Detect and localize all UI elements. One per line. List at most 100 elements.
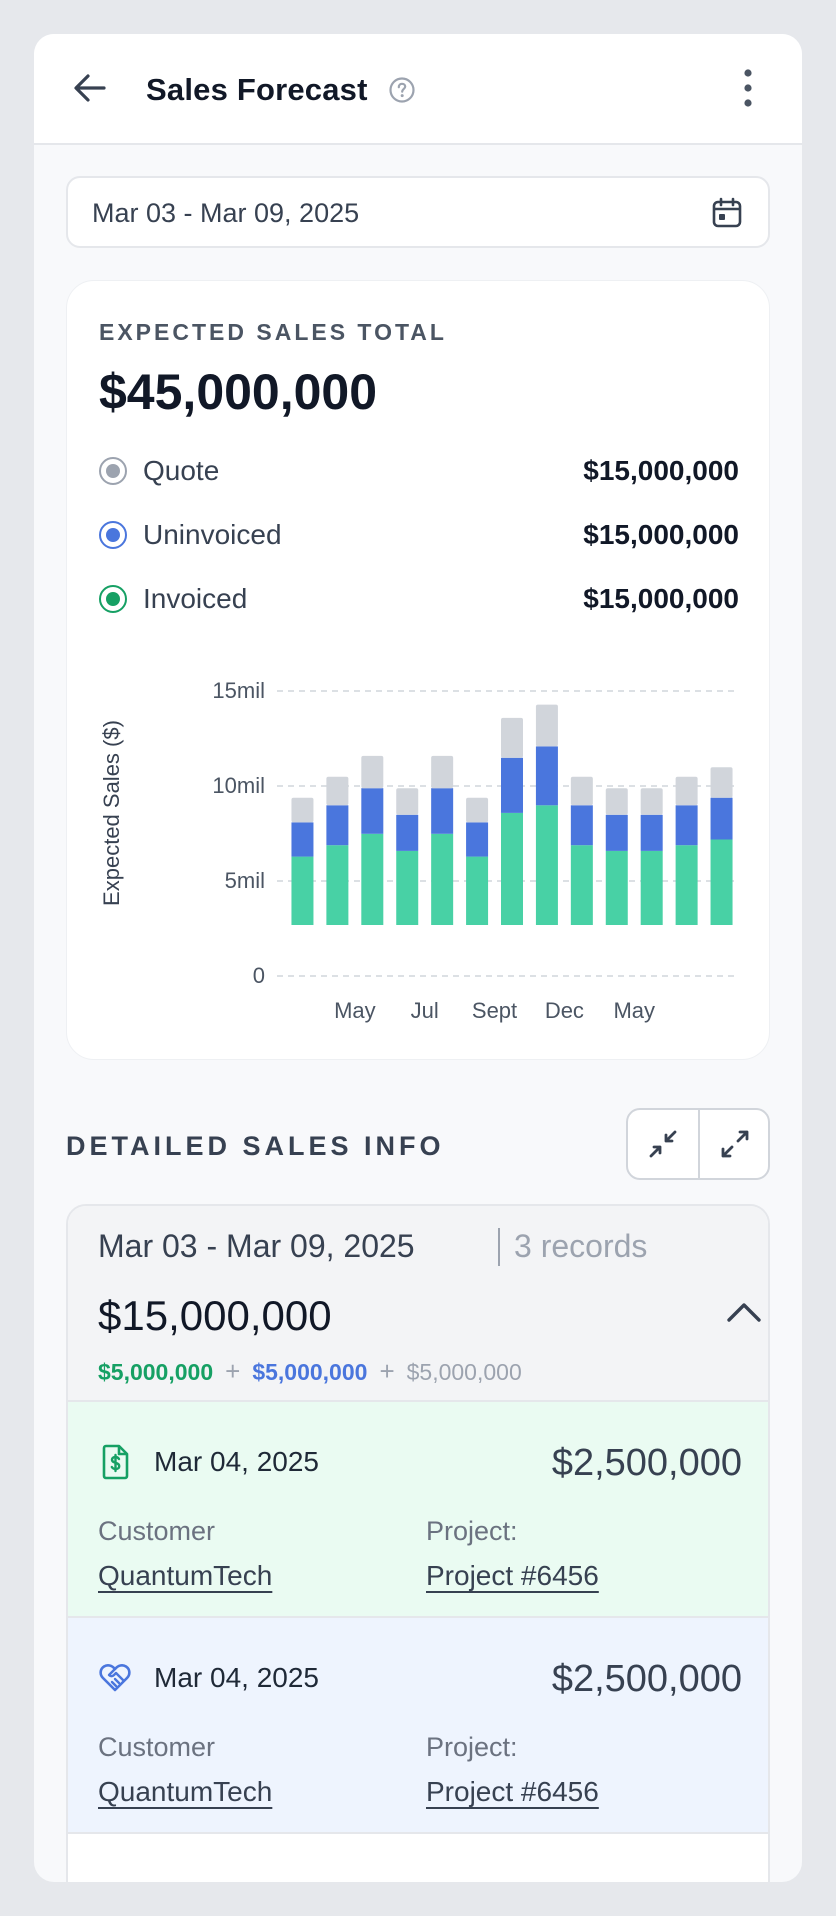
bar-invoiced-2[interactable] (361, 833, 384, 925)
legend-row-uninvoiced: Uninvoiced $15,000,000 (99, 519, 739, 555)
bar-quote-6[interactable] (501, 717, 523, 758)
bar-invoiced-6[interactable] (501, 812, 523, 925)
bar-quote-0[interactable] (291, 797, 314, 823)
x-tick-label: Dec (545, 998, 584, 1023)
bar-invoiced-11[interactable] (675, 845, 698, 925)
arrow-left-icon (74, 74, 106, 102)
bar-invoiced-5[interactable] (466, 856, 489, 925)
date-range-picker[interactable]: Mar 03 - Mar 09, 2025 (66, 176, 770, 248)
bar-quote-5[interactable] (466, 797, 489, 823)
legend-value: $15,000,000 (583, 583, 739, 614)
bar-invoiced-4[interactable] (431, 833, 454, 925)
bar-uninvoiced-9[interactable] (605, 814, 628, 851)
handshake-heart-icon (99, 1664, 131, 1692)
bar-quote-12[interactable] (710, 767, 733, 798)
record-date: Mar 04, 2025 (154, 1662, 319, 1693)
record-amount: $2,500,000 (551, 1442, 742, 1484)
bar-invoiced-10[interactable] (640, 850, 663, 925)
summary-card: EXPECTED SALES TOTAL $45,000,000 Quote $… (66, 280, 770, 1060)
bar-uninvoiced-7[interactable] (535, 746, 558, 806)
bar-uninvoiced-3[interactable] (396, 814, 419, 851)
legend-row-quote: Quote $15,000,000 (99, 455, 739, 491)
bar-uninvoiced-0[interactable] (291, 822, 314, 857)
legend-value: $15,000,000 (583, 519, 739, 550)
bar-uninvoiced-10[interactable] (640, 814, 663, 851)
more-options-button[interactable] (736, 66, 760, 110)
back-button[interactable] (70, 68, 110, 108)
x-tick-label: May (334, 998, 376, 1023)
expand-all-button[interactable] (700, 1110, 768, 1178)
group-split: $5,000,000 + $5,000,000 + $5,000,000 (98, 1356, 522, 1387)
legend-value: $15,000,000 (583, 455, 739, 486)
bar-quote-4[interactable] (431, 755, 454, 789)
date-range-value: Mar 03 - Mar 09, 2025 (92, 198, 360, 228)
more-vertical-icon (744, 69, 752, 107)
bar-invoiced-1[interactable] (326, 845, 349, 925)
expand-icon (721, 1130, 749, 1158)
legend-name: Uninvoiced (143, 519, 282, 550)
bar-uninvoiced-11[interactable] (675, 805, 698, 846)
bar-quote-7[interactable] (535, 704, 558, 747)
legend-name: Quote (143, 455, 220, 486)
bar-quote-2[interactable] (361, 755, 384, 789)
summary-label: EXPECTED SALES TOTAL (99, 319, 447, 345)
customer-link[interactable]: QuantumTech (98, 1776, 273, 1807)
bar-uninvoiced-6[interactable] (501, 757, 523, 813)
bar-uninvoiced-12[interactable] (710, 797, 733, 840)
customer-label: Customer (98, 1732, 216, 1762)
bar-uninvoiced-8[interactable] (570, 805, 593, 846)
bar-quote-1[interactable] (326, 776, 349, 806)
project-link[interactable]: Project #6456 (426, 1776, 599, 1807)
help-icon[interactable] (388, 76, 416, 104)
invoiced-dot-icon (99, 585, 127, 613)
group-header[interactable]: Mar 03 - Mar 09, 2025 3 records $15,000,… (68, 1206, 768, 1402)
bar-uninvoiced-2[interactable] (361, 788, 384, 834)
split-uninvoiced: $5,000,000 (252, 1359, 368, 1385)
collapse-icon (649, 1130, 677, 1158)
bar-invoiced-3[interactable] (396, 850, 419, 925)
section-title: DETAILED SALES INFO (66, 1131, 445, 1161)
record-date: Mar 04, 2025 (154, 1446, 319, 1477)
y-tick-label: 10mil (212, 773, 265, 798)
collapse-all-button[interactable] (628, 1110, 698, 1178)
sales-chart: Expected Sales ($) 0 5mil 10mil 15mil May Ju… (99, 678, 739, 1023)
chart-grid: 0 5mil 10mil 15mil (212, 678, 739, 988)
sales-record-invoiced[interactable]: Mar 04, 2025 $2,500,000 Customer Project… (68, 1402, 768, 1618)
bar-invoiced-12[interactable] (710, 839, 733, 926)
legend-name: Invoiced (143, 583, 248, 614)
y-tick-label: 15mil (212, 678, 265, 703)
plus-sign: + (225, 1356, 241, 1386)
calendar-icon (712, 197, 742, 228)
bar-quote-3[interactable] (396, 788, 419, 815)
bar-uninvoiced-1[interactable] (326, 805, 349, 846)
bar-quote-8[interactable] (570, 776, 593, 806)
expand-collapse-toggle (626, 1108, 770, 1180)
y-tick-label: 5mil (225, 868, 265, 893)
customer-label: Customer (98, 1516, 216, 1546)
bar-invoiced-8[interactable] (570, 845, 593, 925)
project-link[interactable]: Project #6456 (426, 1560, 599, 1591)
y-tick-label: 0 (253, 963, 265, 988)
bar-invoiced-0[interactable] (291, 856, 314, 925)
bar-quote-9[interactable] (605, 788, 628, 815)
chart-x-labels: May Jul Sept Dec May (334, 998, 655, 1023)
sales-record-quote-partial[interactable] (68, 1860, 768, 1882)
screen: Sales Forecast Mar 03 - Mar 09, 2025 (34, 34, 802, 1882)
bar-quote-11[interactable] (675, 776, 698, 806)
toggle-divider (698, 1110, 700, 1178)
bar-uninvoiced-4[interactable] (431, 788, 454, 834)
split-quote: $5,000,000 (406, 1359, 522, 1385)
chevron-up-icon[interactable] (724, 1298, 764, 1326)
customer-link[interactable]: QuantumTech (98, 1560, 273, 1591)
y-axis-label: Expected Sales ($) (99, 720, 124, 906)
sales-group-card: Mar 03 - Mar 09, 2025 3 records $15,000,… (66, 1204, 770, 1882)
bar-quote-10[interactable] (640, 788, 663, 815)
x-tick-label: May (613, 998, 655, 1023)
x-tick-label: Sept (472, 998, 517, 1023)
sales-record-uninvoiced[interactable]: Mar 04, 2025 $2,500,000 Customer Project… (68, 1618, 768, 1834)
quote-dot-icon (99, 457, 127, 485)
bar-invoiced-9[interactable] (605, 850, 628, 925)
bar-invoiced-7[interactable] (535, 805, 558, 925)
bar-uninvoiced-5[interactable] (466, 822, 489, 857)
project-label: Project: (426, 1516, 518, 1546)
